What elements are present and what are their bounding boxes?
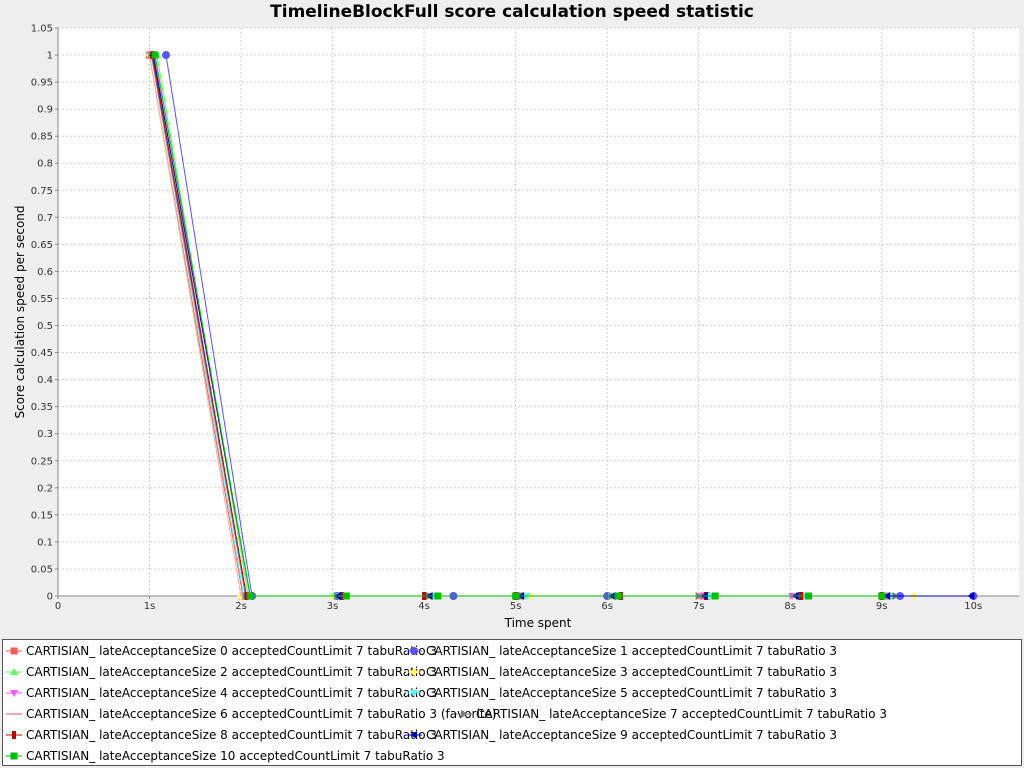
chart-canvas: 0 0.05 0.1 0.15 0.2 0.25 0.3 0.35 0.4 0.45 0.5 0.55… [13, 24, 1019, 630]
y-tick-label: 0.45 [31, 348, 53, 359]
legend-label: CARTISIAN_ lateAcceptanceSize 0 accepted… [26, 644, 438, 658]
legend: CARTISIAN_ lateAcceptanceSize 0 accepted… [2, 639, 1022, 766]
legend-swatch [6, 713, 22, 715]
y-tick-label: 0.75 [31, 186, 53, 197]
legend-swatch-marker [10, 690, 18, 697]
series-layer [145, 51, 978, 600]
data-point [246, 592, 254, 600]
legend-swatch [456, 710, 472, 718]
y-tick-label: 0.7 [37, 213, 53, 224]
y-tick-label: 0.25 [31, 456, 53, 467]
y-tick-label: 0.5 [37, 321, 53, 332]
legend-swatch [6, 668, 22, 675]
legend-swatch-marker [12, 731, 16, 739]
legend-swatch [6, 647, 22, 655]
legend-label: CARTISIAN_ lateAcceptanceSize 5 accepted… [426, 686, 838, 700]
data-point [342, 592, 350, 600]
legend-item: CARTISIAN_ lateAcceptanceSize 7 accepted… [456, 706, 887, 722]
chart-title: TimelineBlockFull score calculation spee… [270, 2, 754, 22]
x-tick-label: 0 [55, 601, 61, 612]
legend-swatch-marker [410, 690, 418, 697]
legend-item: CARTISIAN_ lateAcceptanceSize 6 accepted… [6, 706, 497, 722]
legend-swatch [406, 731, 422, 739]
legend-swatch [6, 731, 22, 739]
legend-item: CARTISIAN_ lateAcceptanceSize 1 accepted… [406, 643, 837, 659]
data-point [512, 592, 520, 600]
x-tick-label: 7s [693, 601, 705, 612]
x-tick-label: 3s [327, 601, 339, 612]
legend-label: CARTISIAN_ lateAcceptanceSize 9 accepted… [426, 728, 838, 742]
legend-swatch [6, 690, 22, 697]
y-axis-title: Score calculation speed per second [13, 205, 27, 418]
data-point [614, 592, 622, 600]
y-tick-label: 0.6 [37, 267, 53, 278]
data-point [804, 592, 812, 600]
x-tick-label: 4s [418, 601, 430, 612]
y-tick-label: 0.4 [37, 375, 53, 386]
y-tick-label: 1.05 [31, 24, 53, 35]
legend-item: CARTISIAN_ lateAcceptanceSize 4 accepted… [6, 685, 437, 701]
y-tick-label: 0.05 [31, 564, 53, 575]
y-tick-label: 0.8 [37, 159, 53, 170]
legend-item: CARTISIAN_ lateAcceptanceSize 0 accepted… [6, 643, 437, 659]
data-point [711, 592, 719, 600]
y-tick-label: 0.9 [37, 105, 53, 116]
legend-swatch [406, 647, 422, 655]
grid-lines [57, 27, 1019, 597]
data-point [878, 592, 886, 600]
legend-item: CARTISIAN_ lateAcceptanceSize 3 accepted… [406, 664, 837, 680]
data-point [434, 592, 442, 600]
legend-label: CARTISIAN_ lateAcceptanceSize 3 accepted… [426, 665, 838, 679]
y-tick-label: 1 [47, 51, 53, 62]
y-tick-label: 0.55 [31, 294, 53, 305]
legend-swatch [406, 668, 422, 676]
legend-swatch-marker [10, 647, 18, 655]
legend-swatch-marker [410, 647, 418, 655]
y-tick-label: 0.15 [31, 510, 53, 521]
x-tick-label: 1s [144, 601, 156, 612]
x-tick-label: 2s [235, 601, 247, 612]
legend-item: CARTISIAN_ lateAcceptanceSize 5 accepted… [406, 685, 837, 701]
legend-item: CARTISIAN_ lateAcceptanceSize 8 accepted… [6, 727, 437, 743]
y-tick-label: 0 [47, 592, 53, 603]
y-tick-label: 0.85 [31, 132, 53, 143]
y-tick-label: 0.1 [37, 537, 53, 548]
y-tick-label: 0.2 [37, 483, 53, 494]
y-tick-label: 0.35 [31, 402, 53, 413]
data-point [883, 592, 891, 600]
y-tick-label: 0.95 [31, 78, 53, 89]
x-tick-label: 5s [510, 601, 522, 612]
legend-swatch [406, 690, 422, 697]
legend-swatch-marker [410, 731, 417, 739]
x-tick-label: 10s [964, 601, 982, 612]
legend-swatch [6, 752, 22, 760]
y-tick-label: 0.65 [31, 240, 53, 251]
legend-label: CARTISIAN_ lateAcceptanceSize 6 accepted… [26, 707, 497, 721]
legend-swatch-marker [461, 710, 468, 718]
data-point [161, 51, 170, 60]
x-tick-label: 8s [784, 601, 796, 612]
legend-label: CARTISIAN_ lateAcceptanceSize 7 accepted… [476, 707, 888, 721]
legend-swatch-marker [10, 752, 18, 760]
legend-item: CARTISIAN_ lateAcceptanceSize 9 accepted… [406, 727, 837, 743]
data-point [151, 51, 159, 59]
legend-swatch-marker [10, 668, 18, 675]
legend-item: CARTISIAN_ lateAcceptanceSize 10 accepte… [6, 748, 445, 764]
x-tick-label: 6s [601, 601, 613, 612]
x-axis-title: Time spent [504, 616, 572, 630]
legend-label: CARTISIAN_ lateAcceptanceSize 2 accepted… [26, 665, 438, 679]
data-point [967, 592, 975, 600]
series-10 [151, 51, 886, 600]
legend-label: CARTISIAN_ lateAcceptanceSize 1 accepted… [426, 644, 838, 658]
legend-label: CARTISIAN_ lateAcceptanceSize 8 accepted… [26, 728, 438, 742]
plot-area [58, 28, 1019, 596]
x-tick-label: 9s [876, 601, 888, 612]
y-tick-label: 0.3 [37, 429, 53, 440]
legend-item: CARTISIAN_ lateAcceptanceSize 2 accepted… [6, 664, 437, 680]
legend-label: CARTISIAN_ lateAcceptanceSize 10 accepte… [26, 749, 445, 763]
legend-label: CARTISIAN_ lateAcceptanceSize 4 accepted… [26, 686, 438, 700]
legend-swatch-marker [410, 668, 418, 676]
